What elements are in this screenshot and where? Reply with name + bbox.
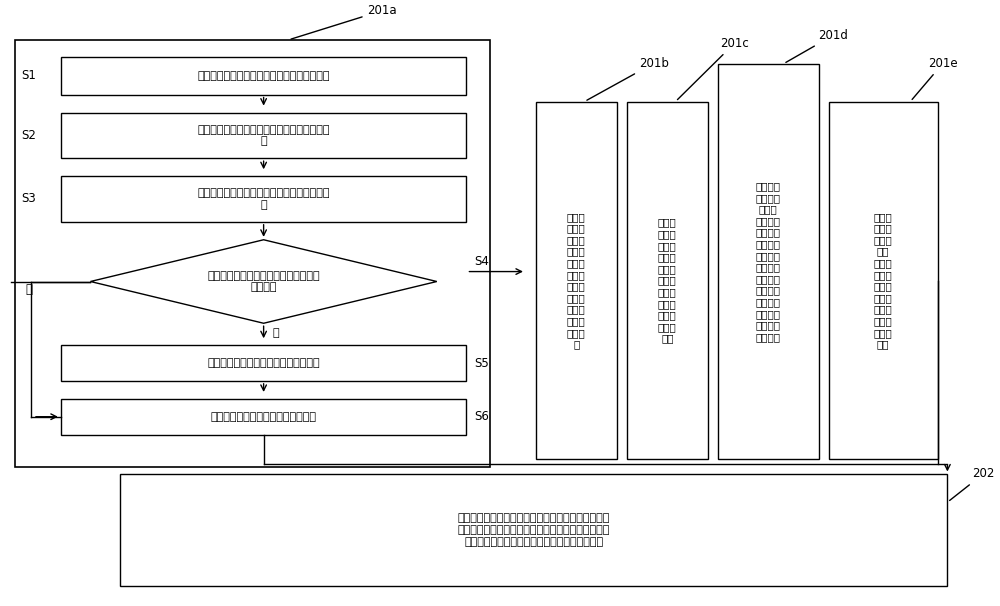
Text: 皮肤水润
信息采集
步骤：
通过皮肤
水分电容
测试方式
确定肤质
区域的含
水量，并
获取油脂
测试设备
检测的肤
质区域的
油脂含量: 皮肤水润 信息采集 步骤： 通过皮肤 水分电容 测试方式 确定肤质 区域的含 水… xyxy=(756,181,781,342)
FancyBboxPatch shape xyxy=(15,40,490,467)
Text: 将采集到的肤色状况信息，肤质弹性信息，皮肤水润
信息和色泽光泽度信息与预置指标区间进行比对，并
结合气血状况信息，确定肤质区域整体肤质状况: 将采集到的肤色状况信息，肤质弹性信息，皮肤水润 信息和色泽光泽度信息与预置指标区… xyxy=(458,513,610,547)
Text: S1: S1 xyxy=(21,69,36,82)
Text: 皮肤光
泽信息
采集步
骤：
通过镜
面光泽
度测定
方式确
定肤质
区域的
色泽光
泽度: 皮肤光 泽信息 采集步 骤： 通过镜 面光泽 度测定 方式确 定肤质 区域的 色… xyxy=(874,211,892,349)
Text: S2: S2 xyxy=(21,129,36,142)
FancyBboxPatch shape xyxy=(829,102,938,459)
Text: 201b: 201b xyxy=(587,57,669,100)
Text: 肤质信
息采集
步骤：
通过吸
力和拉
伸相互
作用的
方式确
定肤质
区域弹
性值: 肤质信 息采集 步骤： 通过吸 力和拉 伸相互 作用的 方式确 定肤质 区域弹 … xyxy=(658,218,677,344)
FancyBboxPatch shape xyxy=(61,113,466,158)
Text: 将判断血流分布信息的判断结果保存: 将判断血流分布信息的判断结果保存 xyxy=(211,411,317,422)
Text: S3: S3 xyxy=(21,193,36,205)
Text: 202: 202 xyxy=(950,467,995,501)
Text: 否: 否 xyxy=(26,283,33,296)
FancyBboxPatch shape xyxy=(627,102,708,459)
Text: 是: 是 xyxy=(272,328,279,338)
Text: 201d: 201d xyxy=(786,29,848,62)
FancyBboxPatch shape xyxy=(61,399,466,435)
Text: 息范围内: 息范围内 xyxy=(250,282,277,292)
Text: 根据血液情况生成相对应的肤质区域的成像图
像: 根据血液情况生成相对应的肤质区域的成像图 像 xyxy=(197,125,330,146)
Text: S6: S6 xyxy=(474,410,489,423)
Text: 通过探测装置对肤质区域的血液情况进行采集: 通过探测装置对肤质区域的血液情况进行采集 xyxy=(197,71,330,81)
Polygon shape xyxy=(90,240,437,323)
FancyBboxPatch shape xyxy=(61,57,466,95)
Text: S4: S4 xyxy=(474,255,489,268)
FancyBboxPatch shape xyxy=(61,345,466,381)
FancyBboxPatch shape xyxy=(120,474,947,586)
FancyBboxPatch shape xyxy=(536,102,617,459)
Text: 201e: 201e xyxy=(912,57,958,99)
FancyBboxPatch shape xyxy=(718,64,819,459)
Text: 通过成像图像分析出与之相对应的血流分布信
息: 通过成像图像分析出与之相对应的血流分布信 息 xyxy=(197,188,330,210)
Text: 确定肤质区域的气血状况信息属于正常: 确定肤质区域的气血状况信息属于正常 xyxy=(207,358,320,368)
Text: 肤色信
息采集
步骤：
通过窄
波光谱
方式确
定肤质
区域的
血红素
和黑色
素的含
量: 肤色信 息采集 步骤： 通过窄 波光谱 方式确 定肤质 区域的 血红素 和黑色 … xyxy=(567,211,586,349)
Text: 判断血流分布信息是否属于预置血流信: 判断血流分布信息是否属于预置血流信 xyxy=(207,271,320,281)
Text: 201a: 201a xyxy=(291,4,397,39)
FancyBboxPatch shape xyxy=(61,176,466,222)
Text: 201c: 201c xyxy=(677,37,749,99)
Text: S5: S5 xyxy=(474,356,489,370)
